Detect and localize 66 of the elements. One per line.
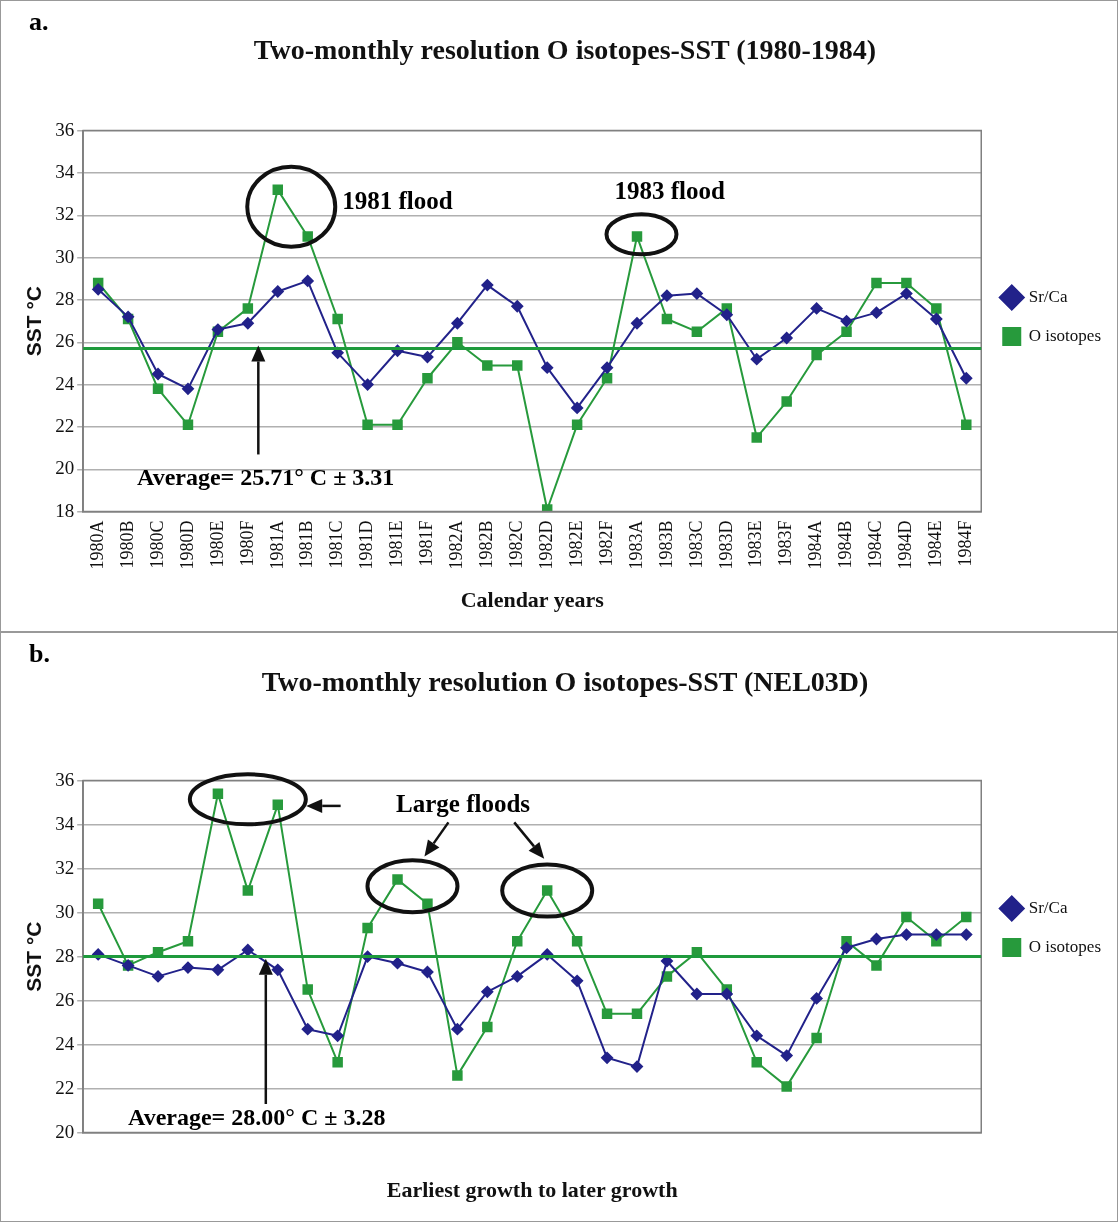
y-tick-label: 26: [55, 988, 75, 1010]
x-tick-label: 1980E: [206, 520, 227, 568]
x-tick-label: 1980F: [236, 520, 257, 567]
legend-label: Sr/Ca: [1028, 286, 1068, 306]
x-tick-label: 1981B: [296, 520, 317, 569]
y-tick-label: 28: [55, 944, 75, 966]
x-tick-label: 1980D: [176, 520, 197, 570]
x-tick-label: 1981F: [416, 520, 437, 567]
x-tick-label: 1982E: [565, 520, 586, 568]
x-tick-label: 1982D: [535, 520, 556, 570]
y-tick-label: 18: [55, 499, 75, 521]
legend-label: O isotopes: [1028, 325, 1101, 345]
y-axis-title: SST °C: [22, 921, 46, 992]
y-tick-label: 32: [55, 203, 75, 225]
text: a.: [29, 6, 49, 36]
x-axis-title: Earliest growth to later growth: [386, 1177, 678, 1203]
x-tick-label: 1983F: [775, 520, 796, 567]
x-tick-label: 1981C: [326, 520, 347, 569]
x-tick-label: 1984D: [895, 520, 916, 570]
x-tick-label: 1984F: [955, 520, 976, 567]
y-tick-label: 36: [55, 118, 75, 140]
x-tick-label: 1982A: [446, 520, 467, 570]
y-tick-label: 20: [55, 457, 75, 479]
x-tick-label: 1981E: [386, 520, 407, 568]
y-tick-label: 30: [55, 900, 75, 922]
x-tick-label: 1984E: [925, 520, 946, 568]
legend-label: O isotopes: [1028, 936, 1101, 956]
x-tick-label: 1980A: [86, 520, 107, 570]
annotation: Large floods: [396, 790, 531, 818]
y-tick-label: 22: [55, 1076, 75, 1098]
y-tick-label: 26: [55, 330, 75, 352]
x-tick-label: 1980B: [116, 520, 137, 569]
chart-title: Two-monthly resolution O isotopes-SST (1980-1984): [253, 34, 877, 66]
y-tick-label: 32: [55, 856, 75, 878]
annotation: 1981 flood: [342, 187, 453, 215]
x-tick-label: 1984A: [805, 520, 826, 570]
text: b.: [29, 638, 50, 668]
x-tick-label: 1980C: [146, 520, 167, 569]
x-tick-label: 1981D: [356, 520, 377, 570]
annotation: Average= 28.00° C ± 3.28: [128, 1103, 386, 1130]
annotation: Average= 25.71° C ± 3.31: [137, 464, 395, 490]
y-axis-title: SST °C: [22, 285, 46, 357]
x-tick-label: 1983E: [745, 520, 766, 568]
x-tick-label: 1983C: [685, 520, 706, 569]
y-tick-label: 22: [55, 414, 75, 436]
x-tick-label: 1982C: [505, 520, 526, 569]
x-tick-label: 1982F: [595, 520, 616, 567]
y-tick-label: 24: [55, 1032, 75, 1054]
chart-title: Two-monthly resolution O isotopes-SST (NEL03D): [261, 666, 869, 698]
y-tick-label: 34: [55, 812, 75, 834]
annotation: 1983 flood: [614, 177, 726, 205]
legend-label: Sr/Ca: [1028, 897, 1068, 917]
x-tick-label: 1982B: [476, 520, 497, 569]
x-tick-label: 1981A: [266, 520, 287, 570]
y-tick-label: 24: [55, 372, 75, 394]
y-tick-label: 34: [55, 160, 75, 182]
x-tick-label: 1983B: [655, 520, 676, 569]
x-tick-label: 1983D: [715, 520, 736, 570]
x-tick-label: 1984B: [835, 520, 856, 569]
y-tick-label: 30: [55, 245, 75, 267]
y-tick-label: 36: [55, 768, 75, 790]
y-tick-label: 20: [55, 1120, 75, 1142]
y-tick-label: 28: [55, 287, 75, 309]
x-axis-title: Calendar years: [460, 587, 605, 613]
x-tick-label: 1984C: [865, 520, 886, 569]
x-tick-label: 1983A: [625, 520, 646, 570]
